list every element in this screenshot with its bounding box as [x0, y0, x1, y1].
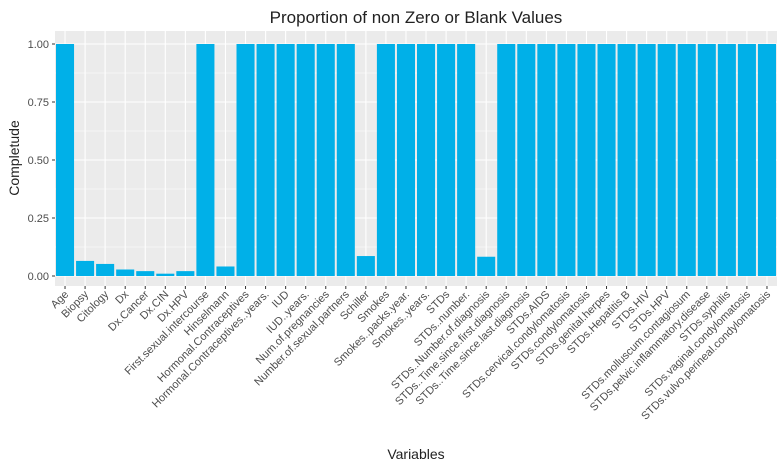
- bar: [717, 44, 736, 276]
- chart-title: Proportion of non Zero or Blank Values: [270, 8, 563, 27]
- bar: [677, 44, 696, 276]
- y-tick-label: 0.00: [28, 271, 49, 283]
- bar: [757, 44, 776, 276]
- bar: [236, 44, 255, 276]
- bar: [697, 44, 716, 276]
- bar: [376, 44, 395, 276]
- bar: [276, 44, 295, 276]
- bar: [56, 44, 75, 276]
- bar: [417, 44, 436, 276]
- y-axis-ticks: 0.00 0.25 0.50 0.75 1.00: [28, 39, 55, 283]
- bar: [76, 260, 95, 276]
- y-axis-title: Completude: [6, 120, 22, 196]
- bar: [356, 256, 375, 276]
- y-tick-label: 0.50: [28, 155, 49, 167]
- bar: [316, 44, 335, 276]
- bar: [617, 44, 636, 276]
- bar: [136, 271, 155, 276]
- bar: [637, 44, 656, 276]
- bar: [216, 266, 235, 276]
- bar: [96, 263, 115, 276]
- bar: [557, 44, 576, 276]
- y-tick-label: 0.75: [28, 97, 49, 109]
- bar: [737, 44, 756, 276]
- bar: [116, 269, 135, 276]
- bar: [296, 44, 315, 276]
- bar: [597, 44, 616, 276]
- bar: [477, 256, 496, 276]
- bar: [396, 44, 415, 276]
- bar: [176, 271, 195, 276]
- bar: [156, 273, 175, 276]
- bars: [56, 44, 776, 276]
- bar: [517, 44, 536, 276]
- bar: [537, 44, 556, 276]
- plot-panel: [55, 31, 777, 286]
- x-axis-title: Variables: [387, 446, 444, 462]
- y-tick-label: 1.00: [28, 39, 49, 51]
- bar: [577, 44, 596, 276]
- bar: [657, 44, 676, 276]
- bar: [437, 44, 456, 276]
- bar: [196, 44, 215, 276]
- bar: [336, 44, 355, 276]
- bar: [497, 44, 516, 276]
- bar: [256, 44, 275, 276]
- bar: [457, 44, 476, 276]
- y-tick-label: 0.25: [28, 213, 49, 225]
